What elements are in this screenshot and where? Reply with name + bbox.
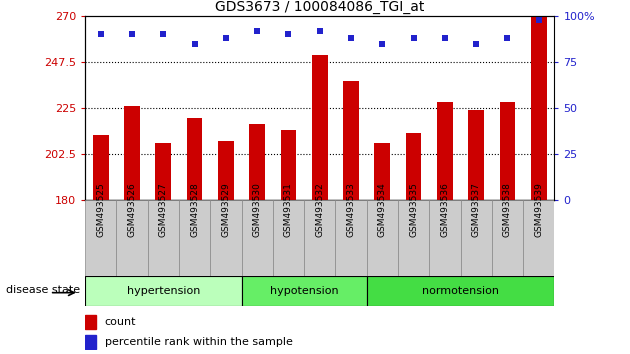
Text: GSM493531: GSM493531 <box>284 183 293 238</box>
Bar <box>186 118 202 200</box>
FancyBboxPatch shape <box>210 200 241 278</box>
Text: GSM493528: GSM493528 <box>190 183 199 238</box>
Point <box>158 32 168 37</box>
Text: disease state: disease state <box>6 285 81 295</box>
FancyBboxPatch shape <box>179 200 210 278</box>
Text: GSM493539: GSM493539 <box>534 183 543 238</box>
Bar <box>374 143 390 200</box>
Bar <box>93 135 108 200</box>
FancyBboxPatch shape <box>304 200 335 278</box>
FancyBboxPatch shape <box>147 200 179 278</box>
Point <box>440 35 450 41</box>
FancyBboxPatch shape <box>273 200 304 278</box>
Bar <box>312 55 328 200</box>
Point <box>190 41 200 46</box>
Point <box>96 32 106 37</box>
FancyBboxPatch shape <box>367 276 554 306</box>
Point <box>346 35 356 41</box>
Bar <box>124 106 140 200</box>
Point <box>284 32 294 37</box>
FancyBboxPatch shape <box>241 200 273 278</box>
Bar <box>500 102 515 200</box>
Text: GSM493526: GSM493526 <box>127 183 137 238</box>
Point <box>534 17 544 22</box>
FancyBboxPatch shape <box>523 200 554 278</box>
Point <box>377 41 387 46</box>
Title: GDS3673 / 100084086_TGI_at: GDS3673 / 100084086_TGI_at <box>215 0 425 13</box>
Text: GSM493535: GSM493535 <box>409 183 418 238</box>
Point <box>252 28 262 34</box>
Text: GSM493536: GSM493536 <box>440 183 449 238</box>
Bar <box>468 110 484 200</box>
Bar <box>85 315 96 329</box>
Bar <box>343 81 359 200</box>
Text: GSM493538: GSM493538 <box>503 183 512 238</box>
FancyBboxPatch shape <box>117 200 147 278</box>
Text: GSM493533: GSM493533 <box>346 183 355 238</box>
Point <box>314 28 325 34</box>
Text: normotension: normotension <box>422 286 499 296</box>
FancyBboxPatch shape <box>398 200 429 278</box>
Bar <box>280 131 296 200</box>
Text: percentile rank within the sample: percentile rank within the sample <box>105 337 293 347</box>
FancyBboxPatch shape <box>367 200 398 278</box>
Text: hypertension: hypertension <box>127 286 200 296</box>
Text: GSM493527: GSM493527 <box>159 183 168 238</box>
Bar <box>249 124 265 200</box>
Text: GSM493532: GSM493532 <box>315 183 324 238</box>
FancyBboxPatch shape <box>461 200 492 278</box>
Bar <box>406 132 421 200</box>
FancyBboxPatch shape <box>335 200 367 278</box>
FancyBboxPatch shape <box>492 200 523 278</box>
Bar <box>437 102 453 200</box>
FancyBboxPatch shape <box>241 276 367 306</box>
Text: GSM493525: GSM493525 <box>96 183 105 238</box>
Point <box>408 35 418 41</box>
Point <box>502 35 512 41</box>
Bar <box>85 335 96 348</box>
Text: GSM493534: GSM493534 <box>378 183 387 238</box>
Text: GSM493530: GSM493530 <box>253 183 261 238</box>
Text: count: count <box>105 318 136 327</box>
Text: GSM493537: GSM493537 <box>472 183 481 238</box>
Bar <box>531 16 547 200</box>
Point <box>220 35 231 41</box>
Point <box>471 41 481 46</box>
FancyBboxPatch shape <box>429 200 461 278</box>
Point <box>127 32 137 37</box>
Text: hypotension: hypotension <box>270 286 338 296</box>
FancyBboxPatch shape <box>85 276 241 306</box>
Bar <box>218 141 234 200</box>
Text: GSM493529: GSM493529 <box>221 183 231 238</box>
FancyBboxPatch shape <box>85 200 117 278</box>
Bar <box>156 143 171 200</box>
